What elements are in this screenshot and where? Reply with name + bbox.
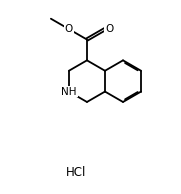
Text: O: O [105,24,113,34]
Text: O: O [65,24,73,34]
Text: NH: NH [61,87,77,97]
Text: HCl: HCl [66,166,86,179]
